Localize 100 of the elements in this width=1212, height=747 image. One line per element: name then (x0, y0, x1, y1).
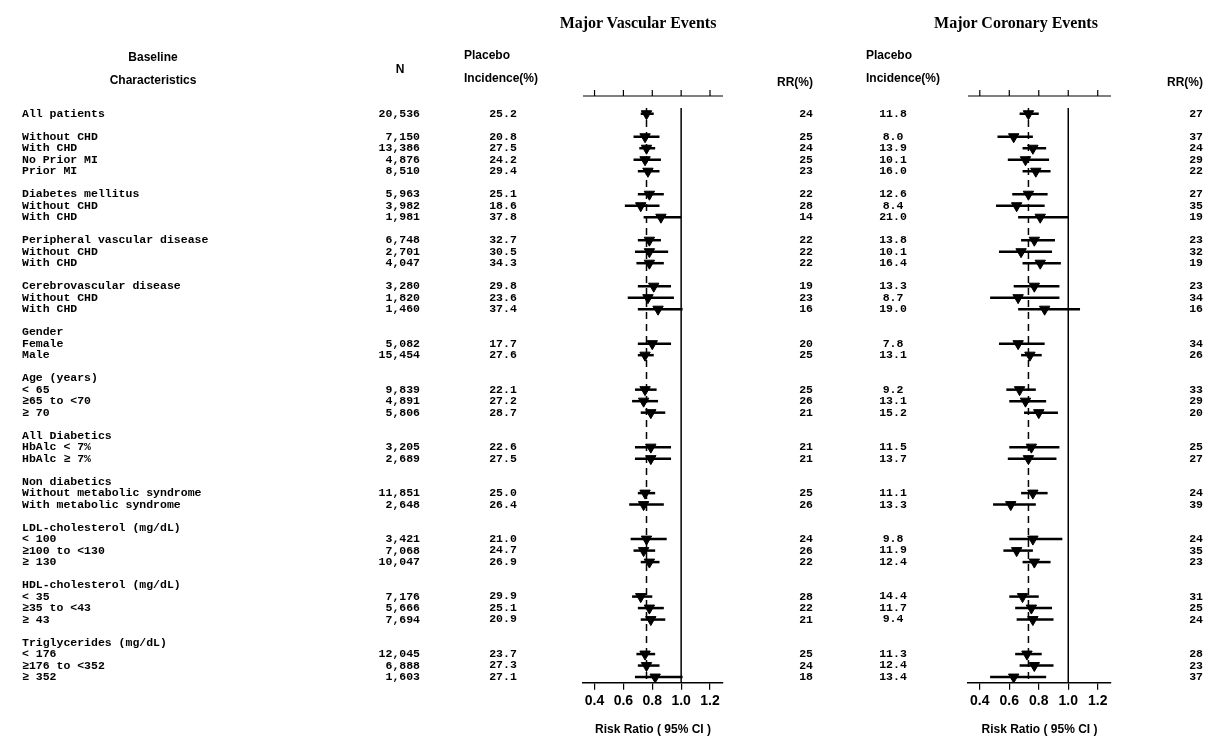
y2-tick-label: 12.4 (879, 658, 907, 672)
data-label: 15,454 (378, 348, 420, 363)
point (1022, 110, 1035, 121)
data-label: 24 (799, 106, 813, 121)
y2-tick-label: 25.2 (489, 106, 517, 120)
y2-tick-label: 25.1 (489, 187, 517, 201)
x-axis-title: Risk Ratio ( 95% CI ) (981, 722, 1098, 737)
x-tick-label: 0.8 (1029, 692, 1049, 709)
y2-tick-label: 37.4 (489, 302, 517, 316)
y2-tick-label: 9.2 (882, 382, 904, 396)
point (1024, 351, 1036, 362)
data-label: 22 (1189, 164, 1203, 179)
data-label: 20,536 (378, 106, 420, 121)
category-label: Non diabetics (22, 474, 112, 488)
category-label: Male (22, 348, 50, 363)
category-label: HbAlc ≥ 7% (22, 451, 92, 466)
data-label: 9,839 (385, 382, 420, 397)
x-tick-label: 1.2 (700, 692, 720, 709)
y2-tick-label: 21.0 (489, 531, 517, 545)
y2-tick-label: 19.0 (879, 302, 907, 316)
data-label: 31 (1189, 589, 1203, 604)
x-axis-title: Risk Ratio ( 95% CI ) (594, 722, 712, 737)
point (1008, 133, 1020, 144)
y2-tick-label: 11.9 (879, 543, 907, 557)
point (643, 190, 656, 201)
y2-tick-label: 18.6 (489, 198, 517, 212)
point (1028, 662, 1041, 673)
data-label: 14 (799, 210, 813, 225)
y2-tick-label: 26.9 (489, 554, 517, 568)
y2-tick-label: 29.8 (489, 279, 517, 293)
data-label: 18 (799, 670, 813, 685)
point (652, 305, 664, 316)
point (643, 248, 656, 259)
point (1027, 616, 1039, 627)
point (649, 673, 661, 683)
data-label: 23 (1189, 555, 1203, 570)
point (648, 282, 660, 293)
data-label: 23 (799, 164, 813, 179)
y2-tick-label: 30.5 (489, 244, 517, 258)
y2-tick-label: 22.1 (489, 382, 517, 396)
y2-tick-label: 8.0 (882, 129, 904, 143)
y2-tick-label: 24.7 (489, 543, 517, 557)
data-label: 8,510 (385, 164, 420, 179)
data-label: 7,176 (385, 589, 420, 604)
y2-tick-label: 29.9 (489, 589, 517, 603)
x-tick-label: 0.4 (970, 692, 990, 709)
y2-tick-label: 13.3 (879, 279, 907, 293)
y2-tick-label: 29.4 (489, 164, 517, 178)
y2-tick-label: 11.7 (879, 600, 907, 614)
category-label: All Diabetics (22, 428, 112, 442)
y2-tick-label: 8.4 (882, 198, 904, 212)
y2-tick-label: 27.1 (489, 669, 517, 683)
category-label: ≥ 130 (22, 555, 57, 570)
y2-tick-label: 7.8 (882, 336, 904, 350)
point (1019, 156, 1032, 167)
y2-axis-title: Placebo Incidence(%) (866, 48, 941, 86)
data-label: 16 (799, 302, 813, 317)
y2-axis-title: Placebo Incidence(%) (464, 48, 539, 86)
category-label: Gender (22, 325, 64, 339)
y2-tick-label: 21.0 (879, 210, 907, 224)
point (639, 386, 651, 397)
data-label: 28 (799, 589, 813, 604)
y2-tick-label: 13.3 (879, 497, 907, 511)
y2-tick-label: 27.2 (489, 394, 517, 408)
data-label: 34 (1189, 336, 1203, 351)
point (1027, 144, 1039, 155)
point (645, 409, 657, 420)
category-label: Cerebrovascular disease (22, 279, 181, 293)
category-label: Without CHD (22, 244, 98, 258)
data-label: 7,150 (385, 129, 420, 144)
point (1028, 282, 1041, 293)
point (1030, 167, 1042, 178)
category-label: With CHD (22, 256, 78, 271)
x-tick-label: 1.0 (1058, 692, 1079, 709)
y2-tick-label: 13.4 (879, 669, 907, 683)
category-label: With CHD (22, 141, 78, 155)
category-label: Triglycerides (mg/dL) (22, 635, 167, 650)
point (1028, 236, 1041, 247)
point (637, 501, 650, 512)
y2-tick-label: 10.1 (879, 244, 907, 258)
point (1027, 489, 1039, 500)
y2-tick-label: 15.2 (879, 405, 907, 419)
x-tick-label: 0.6 (999, 692, 1020, 709)
point (639, 650, 651, 661)
point (639, 351, 651, 362)
y2-tick-label: 13.1 (879, 348, 907, 362)
point (655, 213, 667, 224)
point (1025, 604, 1038, 615)
data-label: 16 (1189, 302, 1203, 317)
y2-tick-label: 10.1 (879, 152, 907, 166)
y2-tick-label: 16.0 (879, 164, 907, 178)
y2-tick-label: 22.6 (489, 440, 517, 454)
point (640, 662, 653, 673)
point (640, 535, 653, 546)
x-tick-label: 1.2 (1088, 692, 1108, 709)
point (643, 604, 656, 615)
y2-tick-label: 34.3 (489, 256, 517, 270)
data-label: 19 (1189, 210, 1203, 225)
category-label: With CHD (22, 210, 78, 225)
category-label: No Prior MI (22, 152, 98, 166)
